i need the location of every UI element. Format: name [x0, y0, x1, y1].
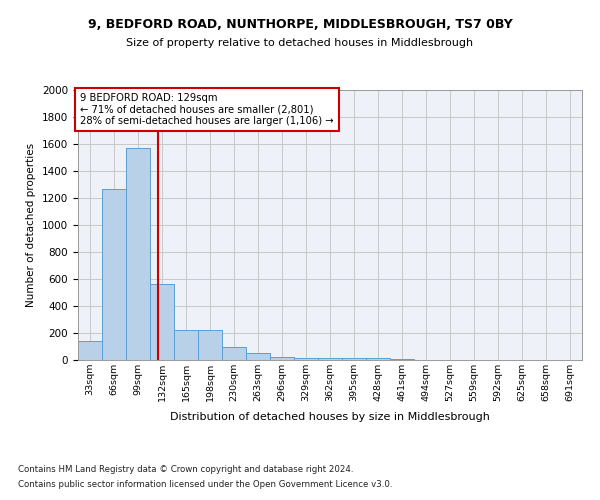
Bar	[294, 358, 318, 360]
Bar	[78, 341, 102, 360]
Bar	[342, 358, 366, 360]
Bar	[198, 330, 222, 360]
Text: 9, BEDFORD ROAD, NUNTHORPE, MIDDLESBROUGH, TS7 0BY: 9, BEDFORD ROAD, NUNTHORPE, MIDDLESBROUG…	[88, 18, 512, 30]
Text: 9 BEDFORD ROAD: 129sqm
← 71% of detached houses are smaller (2,801)
28% of semi-: 9 BEDFORD ROAD: 129sqm ← 71% of detached…	[80, 92, 334, 126]
Bar	[318, 358, 342, 360]
Bar	[222, 347, 246, 360]
Bar	[150, 284, 174, 360]
Text: Contains public sector information licensed under the Open Government Licence v3: Contains public sector information licen…	[18, 480, 392, 489]
Text: Size of property relative to detached houses in Middlesbrough: Size of property relative to detached ho…	[127, 38, 473, 48]
Bar	[102, 189, 126, 360]
Bar	[270, 356, 294, 360]
Text: Contains HM Land Registry data © Crown copyright and database right 2024.: Contains HM Land Registry data © Crown c…	[18, 465, 353, 474]
Bar	[174, 330, 198, 360]
Y-axis label: Number of detached properties: Number of detached properties	[26, 143, 37, 307]
Bar	[366, 358, 390, 360]
Text: Distribution of detached houses by size in Middlesbrough: Distribution of detached houses by size …	[170, 412, 490, 422]
Bar	[246, 353, 270, 360]
Bar	[126, 148, 150, 360]
